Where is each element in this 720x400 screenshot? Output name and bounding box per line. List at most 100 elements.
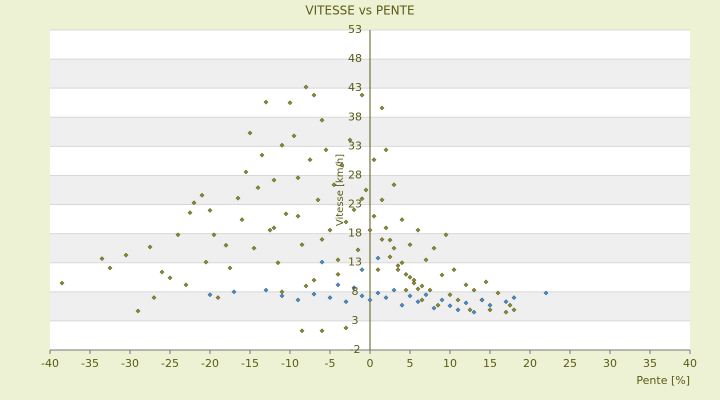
point [147, 244, 153, 250]
point [395, 267, 401, 273]
point [379, 197, 385, 203]
y-tick-label: 8 [352, 285, 359, 298]
y-tick-label: 53 [348, 23, 362, 36]
y-tick-label: 38 [348, 110, 362, 123]
point [299, 242, 305, 248]
point [439, 272, 445, 278]
point [263, 99, 269, 105]
point [263, 287, 269, 293]
point [455, 307, 461, 313]
point [511, 295, 517, 301]
point [443, 232, 449, 238]
point [411, 277, 417, 283]
x-tick-label: 25 [563, 357, 577, 370]
point [391, 182, 397, 188]
x-tick-label: 5 [407, 357, 414, 370]
point [447, 303, 453, 309]
x-tick-label: -30 [121, 357, 139, 370]
point [371, 157, 377, 163]
point [339, 162, 345, 168]
point [271, 177, 277, 183]
point [123, 252, 129, 258]
point [363, 187, 369, 193]
point [279, 289, 285, 295]
point [251, 245, 257, 251]
point [359, 293, 365, 299]
x-tick-label: 20 [523, 357, 537, 370]
point [319, 117, 325, 123]
point [447, 292, 453, 298]
point [59, 280, 65, 286]
point [467, 307, 473, 313]
point [511, 307, 517, 313]
point [279, 142, 285, 148]
point [215, 295, 221, 301]
point [487, 302, 493, 308]
point [135, 308, 141, 314]
point [311, 277, 317, 283]
point [283, 211, 289, 217]
point [243, 169, 249, 175]
point [367, 227, 373, 233]
point [183, 282, 189, 288]
y-tick-label: 13 [348, 256, 362, 269]
point [411, 280, 417, 286]
point [403, 287, 409, 293]
point [295, 297, 301, 303]
point [479, 297, 485, 303]
point [255, 185, 261, 191]
point [223, 242, 229, 248]
x-tick-label: -5 [325, 357, 336, 370]
point [207, 292, 213, 298]
point [151, 295, 157, 301]
y-tick-label: 48 [348, 52, 362, 65]
point [355, 247, 361, 253]
point [287, 100, 293, 106]
x-tick-label: 0 [367, 357, 374, 370]
point [383, 295, 389, 301]
point [175, 232, 181, 238]
x-tick-label: -10 [281, 357, 299, 370]
point [311, 92, 317, 98]
point [375, 255, 381, 261]
point [299, 328, 305, 334]
point [247, 130, 253, 136]
x-tick-label: -40 [41, 357, 59, 370]
point [99, 256, 105, 262]
point [503, 309, 509, 315]
point [375, 267, 381, 273]
point [399, 217, 405, 223]
point [391, 245, 397, 251]
point [415, 286, 421, 292]
x-tick-label: 40 [683, 357, 697, 370]
point [507, 302, 513, 308]
point [343, 219, 349, 225]
x-tick-label: -15 [241, 357, 259, 370]
point [271, 225, 277, 231]
point [291, 133, 297, 139]
point [463, 282, 469, 288]
point [303, 283, 309, 289]
point [231, 289, 237, 295]
y-tick-label: 23 [348, 198, 362, 211]
point [159, 269, 165, 275]
point [239, 217, 245, 223]
y-tick-label: 18 [348, 227, 362, 240]
point [387, 237, 393, 243]
point [371, 213, 377, 219]
point [367, 297, 373, 303]
point [379, 105, 385, 111]
point [403, 271, 409, 277]
point [407, 242, 413, 248]
point [431, 245, 437, 251]
point [275, 260, 281, 266]
point [379, 237, 385, 242]
point [199, 192, 205, 198]
point [167, 275, 173, 281]
point [387, 254, 393, 260]
point [359, 196, 365, 202]
point [295, 175, 301, 181]
point [227, 265, 233, 271]
x-axis-label: Pente [%] [636, 374, 690, 387]
